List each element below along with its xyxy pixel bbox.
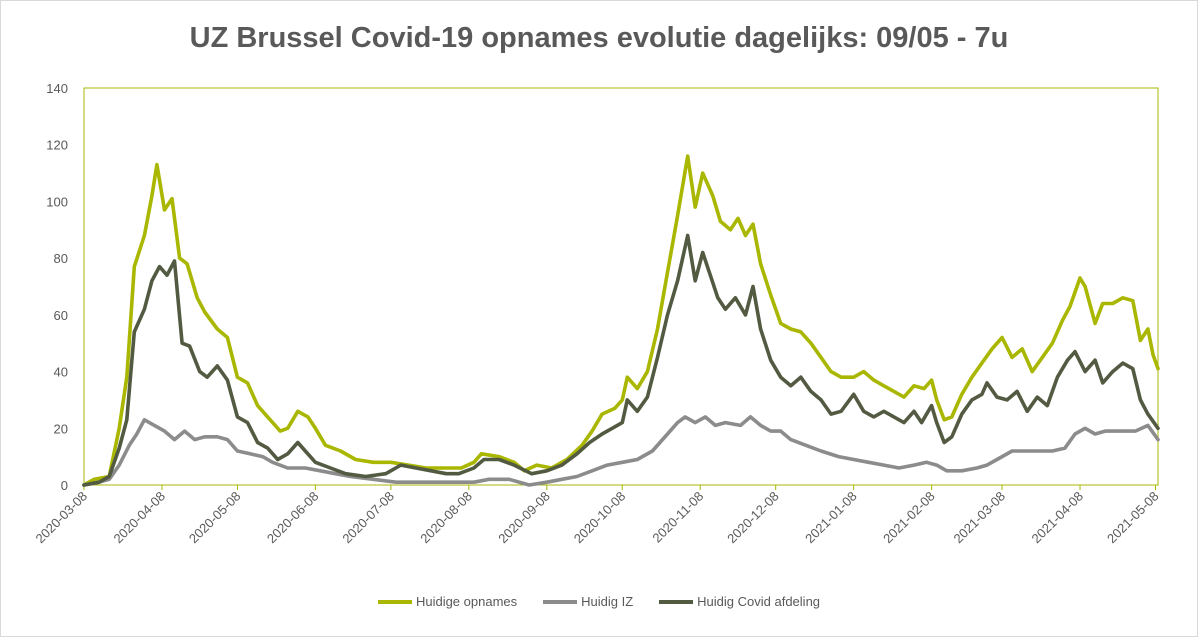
series-line-huidig-covid-afdeling [82, 233, 1160, 487]
x-tick-label: 2021-03-08 [951, 489, 1009, 547]
y-axis: 0 20 40 60 80 100 120 140 [46, 81, 68, 493]
y-tick-label: 0 [61, 478, 68, 493]
chart-legend: Huidige opnames Huidig IZ Huidig Covid a… [0, 594, 1198, 609]
x-tick-label: 2020-09-08 [495, 489, 553, 547]
y-tick-label: 100 [46, 194, 68, 209]
x-tick-label: 2020-10-08 [571, 489, 629, 547]
series-lines [82, 154, 1160, 487]
chart-title: UZ Brussel Covid-19 opnames evolutie dag… [189, 22, 1009, 54]
x-tick-label: 2021-02-08 [880, 489, 938, 547]
x-tick-label: 2020-05-08 [186, 489, 244, 547]
x-tick-label: 2020-03-08 [32, 489, 90, 547]
x-tick-label: 2021-04-08 [1029, 489, 1087, 547]
x-tick-label: 2020-04-08 [110, 489, 168, 547]
legend-swatch [377, 599, 412, 604]
x-tick-label: 2021-05-08 [1104, 489, 1162, 547]
y-tick-label: 140 [46, 81, 68, 96]
legend-label: Huidige opnames [415, 594, 518, 609]
legend-item-huidige-opnames[interactable]: Huidige opnames [377, 594, 518, 609]
legend-item-huidig-iz[interactable]: Huidig IZ [543, 594, 633, 609]
y-tick-label: 120 [46, 138, 68, 153]
series-line-huidige-opnames [82, 154, 1160, 487]
y-tick-label: 20 [54, 421, 68, 436]
x-tick-label: 2020-08-08 [417, 489, 475, 547]
x-tick-label: 2020-06-08 [264, 489, 322, 547]
x-tick-label: 2020-07-08 [339, 489, 397, 547]
plot-area [83, 87, 1159, 486]
x-axis: 2020-03-08 2020-04-08 2020-05-08 2020-06-08… [32, 484, 1162, 547]
y-tick-label: 60 [54, 308, 68, 323]
y-tick-label: 80 [54, 251, 68, 266]
series-line-huidig-iz [82, 415, 1160, 487]
legend-item-huidig-covid-afdeling[interactable]: Huidig Covid afdeling [659, 594, 820, 609]
x-tick-label: 2020-11-08 [649, 489, 706, 546]
legend-label: Huidig Covid afdeling [697, 594, 821, 609]
legend-swatch [659, 599, 694, 604]
x-tick-label: 2021-01-08 [802, 489, 860, 547]
x-tick-label: 2020-12-08 [724, 489, 782, 547]
legend-label: Huidig IZ [581, 594, 634, 609]
y-tick-label: 40 [54, 365, 68, 380]
legend-swatch [543, 599, 578, 604]
plot-border [83, 87, 1159, 486]
